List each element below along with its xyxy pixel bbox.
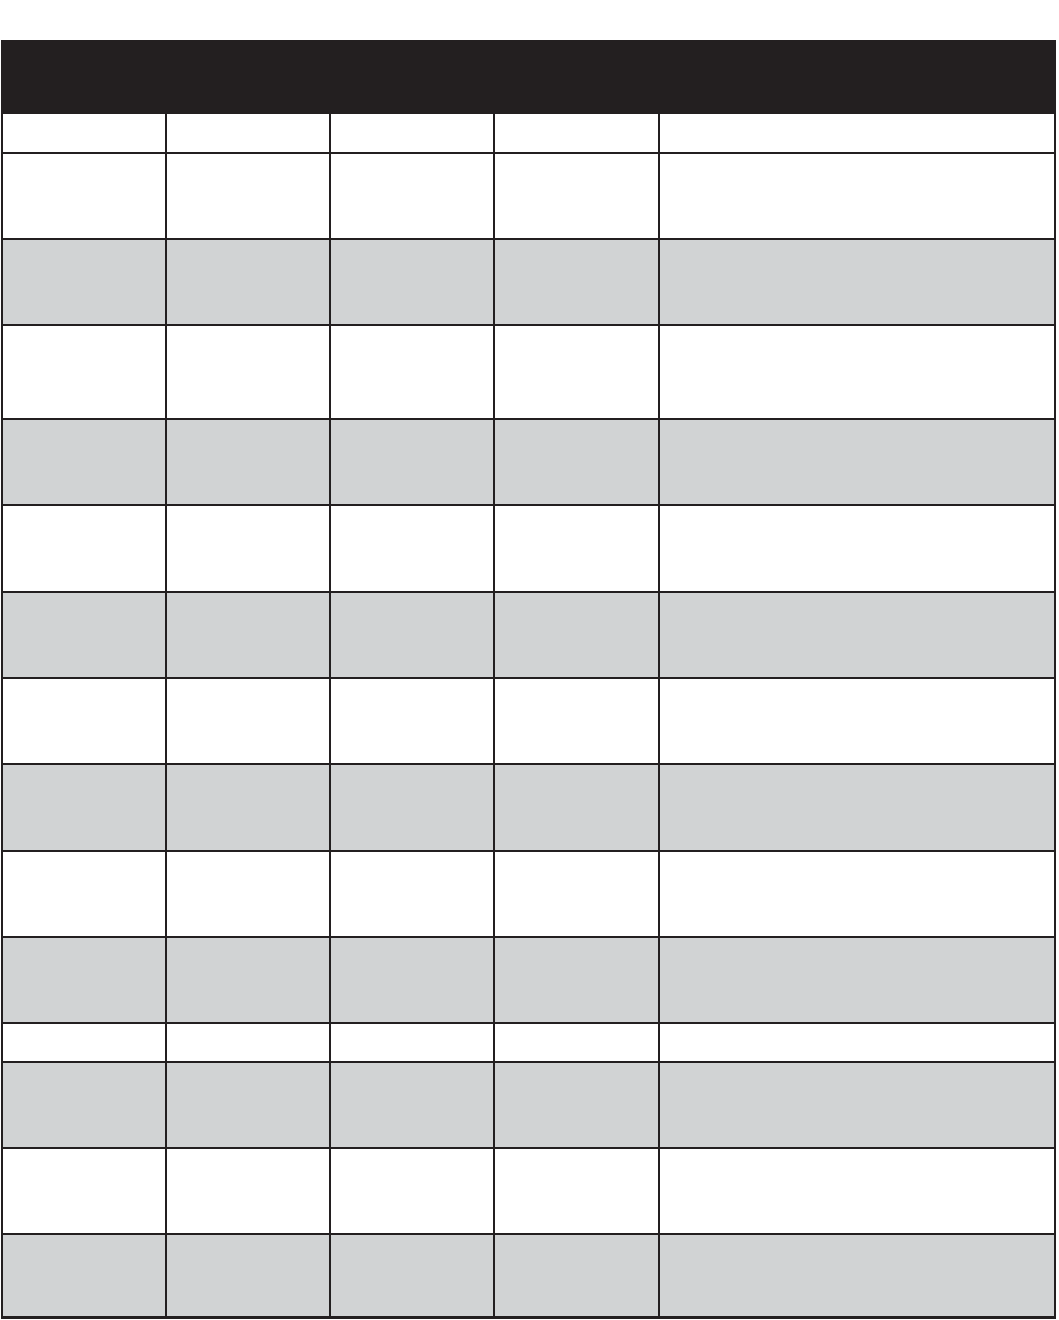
table-cell — [165, 852, 328, 936]
table-cell — [328, 240, 493, 324]
table-cell — [3, 852, 165, 936]
table-cell — [493, 1149, 657, 1233]
table-body — [1, 112, 1056, 1319]
table-cell — [3, 420, 165, 504]
table-cell — [328, 679, 493, 763]
table-cell — [3, 326, 165, 418]
table-row — [1, 238, 1056, 324]
table-row — [1, 591, 1056, 677]
table-cell — [165, 1024, 328, 1061]
table-cell — [3, 938, 165, 1022]
table-cell — [493, 240, 657, 324]
table-row — [1, 1022, 1056, 1061]
table-row — [1, 504, 1056, 591]
table-cell — [493, 506, 657, 591]
table-cell — [165, 1235, 328, 1316]
table-cell — [165, 506, 328, 591]
table-cell — [657, 420, 1054, 504]
table-cell — [165, 593, 328, 677]
table-cell — [493, 593, 657, 677]
table-cell — [493, 1235, 657, 1316]
table-cell — [657, 240, 1054, 324]
table-cell — [657, 593, 1054, 677]
table-cell — [165, 679, 328, 763]
data-table — [1, 40, 1056, 1319]
table-cell — [3, 765, 165, 850]
table-row — [1, 152, 1056, 238]
table-row — [1, 1147, 1056, 1233]
table-cell — [165, 326, 328, 418]
table-cell — [328, 852, 493, 936]
table-cell — [3, 593, 165, 677]
table-cell — [328, 1235, 493, 1316]
table-row — [1, 112, 1056, 152]
table-cell — [493, 154, 657, 238]
table-cell — [657, 154, 1054, 238]
table-cell — [165, 1063, 328, 1147]
table-cell — [493, 1063, 657, 1147]
table-cell — [493, 852, 657, 936]
table-cell — [328, 1149, 493, 1233]
table-cell — [328, 326, 493, 418]
table-cell — [493, 938, 657, 1022]
table-cell — [657, 679, 1054, 763]
table-cell — [657, 938, 1054, 1022]
table-cell — [328, 593, 493, 677]
table-row — [1, 763, 1056, 850]
table-cell — [657, 1024, 1054, 1061]
table-cell — [657, 114, 1054, 152]
table-cell — [493, 114, 657, 152]
table-cell — [328, 1024, 493, 1061]
table-cell — [328, 765, 493, 850]
table-cell — [657, 765, 1054, 850]
table-cell — [165, 765, 328, 850]
table-cell — [328, 938, 493, 1022]
table-cell — [3, 1024, 165, 1061]
table-row — [1, 677, 1056, 763]
table-cell — [328, 506, 493, 591]
table-row — [1, 850, 1056, 936]
table-cell — [657, 1063, 1054, 1147]
table-cell — [165, 938, 328, 1022]
table-cell — [3, 114, 165, 152]
table-row — [1, 1061, 1056, 1147]
table-cell — [493, 326, 657, 418]
table-cell — [3, 1235, 165, 1316]
table-row — [1, 936, 1056, 1022]
table-cell — [493, 679, 657, 763]
table-cell — [165, 114, 328, 152]
table-cell — [3, 1063, 165, 1147]
table-cell — [3, 1149, 165, 1233]
table-cell — [165, 420, 328, 504]
table-cell — [3, 240, 165, 324]
table-cell — [328, 1063, 493, 1147]
table-cell — [3, 679, 165, 763]
table-cell — [493, 765, 657, 850]
table-cell — [165, 240, 328, 324]
table-cell — [657, 506, 1054, 591]
table-row — [1, 418, 1056, 504]
table-cell — [3, 506, 165, 591]
table-row — [1, 1233, 1056, 1319]
table-cell — [493, 420, 657, 504]
table-cell — [328, 420, 493, 504]
table-header-band — [1, 40, 1056, 112]
table-row — [1, 324, 1056, 418]
table-cell — [3, 154, 165, 238]
table-cell — [165, 154, 328, 238]
table-cell — [657, 1149, 1054, 1233]
table-cell — [657, 1235, 1054, 1316]
table-cell — [328, 114, 493, 152]
table-cell — [328, 154, 493, 238]
table-cell — [165, 1149, 328, 1233]
table-cell — [657, 852, 1054, 936]
table-cell — [657, 326, 1054, 418]
table-cell — [493, 1024, 657, 1061]
